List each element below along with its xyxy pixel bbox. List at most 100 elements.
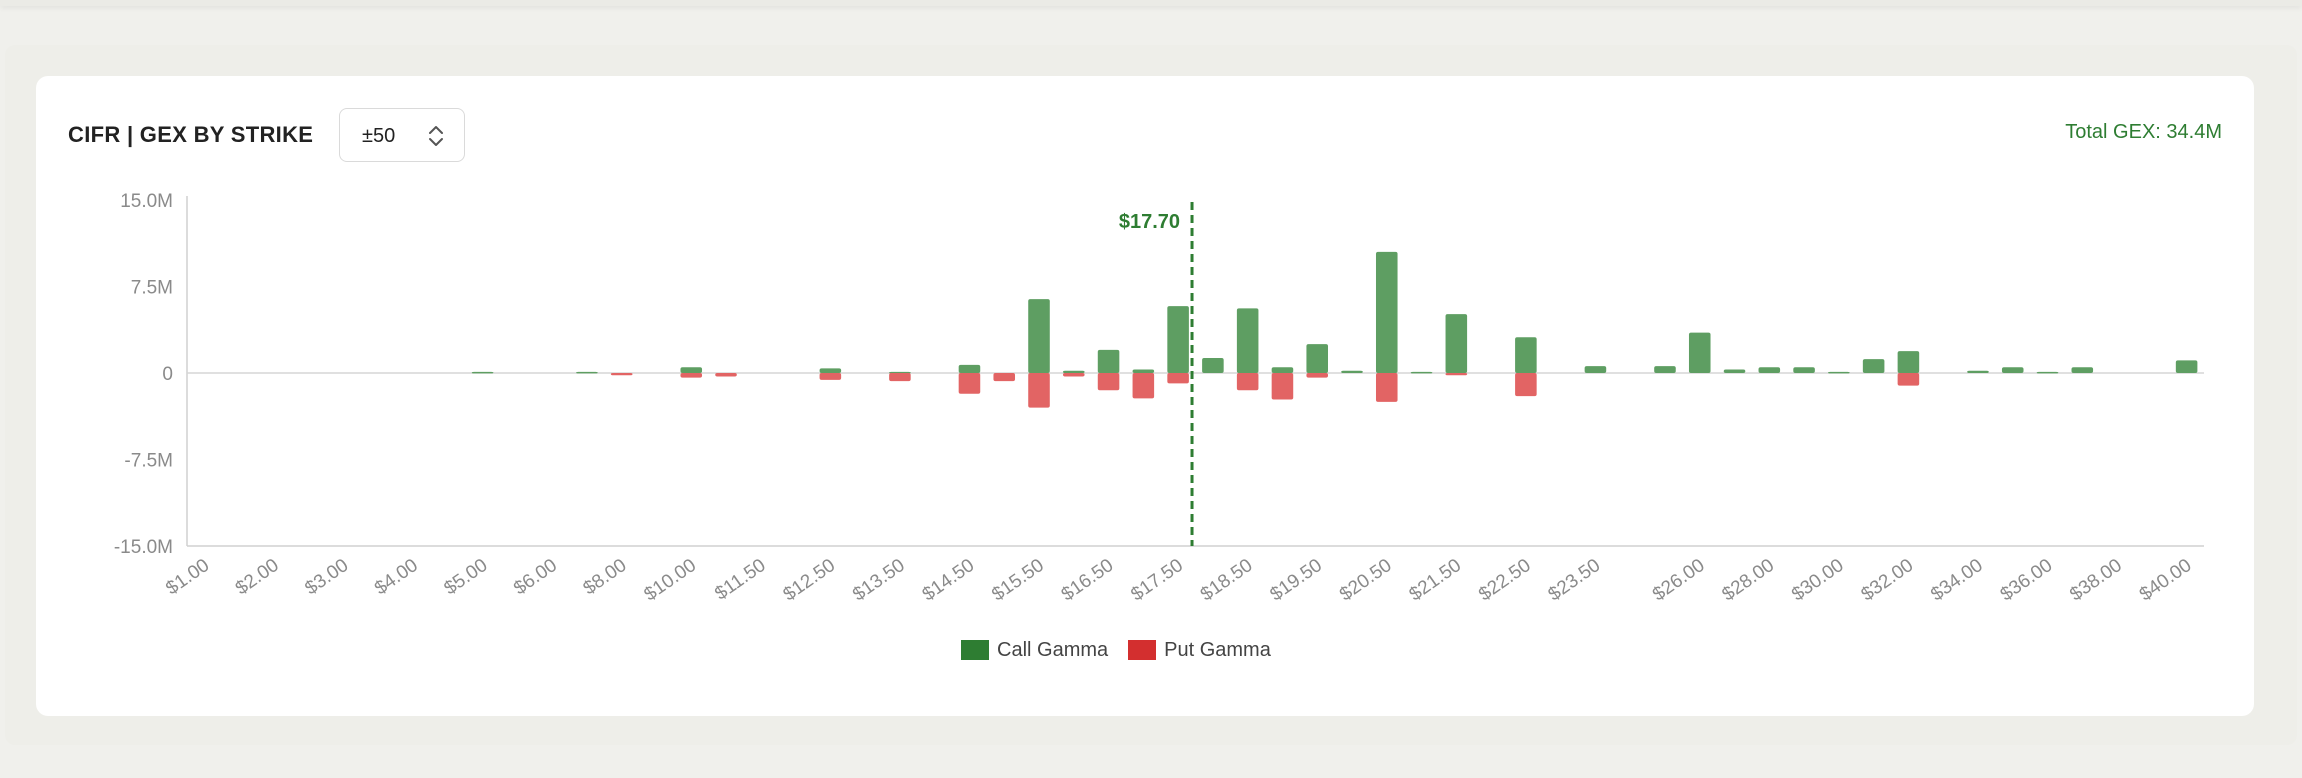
x-tick-label: $3.00 xyxy=(301,555,352,599)
call-gamma-bar xyxy=(471,371,494,374)
call-gamma-bar xyxy=(1515,337,1537,373)
x-tick-label: $18.50 xyxy=(1197,555,1257,606)
call-gamma-bar xyxy=(2001,367,2024,373)
put-gamma-bar xyxy=(1167,373,1189,384)
y-tick-label: -7.5M xyxy=(124,451,173,472)
x-tick-label: $26.00 xyxy=(1649,555,1709,606)
put-gamma-bar xyxy=(1897,373,1920,386)
put-gamma-bar xyxy=(1028,373,1050,408)
x-tick-label: $17.50 xyxy=(1127,555,1187,606)
call-gamma-bar xyxy=(958,364,981,373)
call-gamma-bar xyxy=(1445,314,1468,373)
x-tick-label: $1.00 xyxy=(162,555,213,599)
put-gamma-bar xyxy=(1375,373,1398,402)
call-gamma-bar xyxy=(1967,370,1989,373)
x-tick-label: $5.00 xyxy=(440,555,491,599)
chart-card: CIFR | GEX BY STRIKE ±50 Total GEX: 34.4… xyxy=(36,76,2254,716)
x-tick-label: $38.00 xyxy=(2066,555,2126,606)
chart-legend: Call Gamma Put Gamma xyxy=(961,638,1291,662)
x-tick-label: $14.50 xyxy=(919,555,979,606)
legend-call-label: Call Gamma xyxy=(997,638,1109,661)
call-swatch xyxy=(961,640,989,660)
put-gamma-bar xyxy=(1063,373,1085,377)
call-gamma-bar xyxy=(1132,369,1155,373)
call-gamma-bar xyxy=(1236,308,1259,373)
x-tick-label: $20.50 xyxy=(1336,555,1396,606)
call-gamma-bar xyxy=(1410,371,1433,374)
call-gamma-bar xyxy=(1862,359,1885,373)
call-gamma-bar xyxy=(889,371,911,374)
x-tick-label: $2.00 xyxy=(232,555,283,599)
call-gamma-bar xyxy=(1688,332,1711,373)
put-gamma-bar xyxy=(1132,373,1155,399)
put-gamma-bar xyxy=(1306,373,1328,378)
y-tick-label: 0 xyxy=(162,364,173,385)
put-gamma-bar xyxy=(1236,373,1259,391)
x-tick-label: $12.50 xyxy=(780,555,840,606)
call-gamma-bar xyxy=(1723,369,1746,373)
y-tick-label: 15.0M xyxy=(120,191,173,212)
x-tick-label: $4.00 xyxy=(371,555,422,599)
call-gamma-bar xyxy=(1375,251,1398,373)
x-tick-label: $28.00 xyxy=(1719,555,1779,606)
call-gamma-bar xyxy=(819,368,842,373)
top-strip xyxy=(0,0,2302,6)
x-tick-label: $10.00 xyxy=(640,555,700,606)
x-tick-label: $6.00 xyxy=(510,555,561,599)
gex-bar-chart: 15.0M 7.5M 0 -7.5M -15.0M$1.00 $2.00 $3.00 $4.0… xyxy=(114,191,2204,606)
x-tick-label: $40.00 xyxy=(2136,555,2196,606)
x-tick-label: $16.50 xyxy=(1058,555,1118,606)
x-tick-label: $22.50 xyxy=(1475,555,1535,606)
call-gamma-bar xyxy=(1341,370,1363,373)
total-gex: Total GEX: 34.4M xyxy=(2065,121,2222,143)
put-gamma-bar xyxy=(958,373,981,394)
put-gamma-bar xyxy=(715,373,737,377)
call-gamma-bar xyxy=(2036,371,2059,374)
put-gamma-bar xyxy=(680,373,703,378)
call-gamma-bar xyxy=(1654,366,1676,373)
call-gamma-bar xyxy=(1167,306,1189,373)
put-gamma-bar xyxy=(1097,373,1120,391)
call-gamma-bar xyxy=(1584,366,1607,373)
call-gamma-bar xyxy=(680,367,703,373)
call-gamma-bar xyxy=(1202,358,1224,373)
x-tick-label: $8.00 xyxy=(580,555,631,599)
put-gamma-bar xyxy=(610,373,633,376)
x-tick-label: $15.50 xyxy=(988,555,1048,606)
put-gamma-bar xyxy=(993,373,1016,382)
put-gamma-bar xyxy=(1445,373,1468,376)
put-gamma-bar xyxy=(819,373,842,380)
x-tick-label: $19.50 xyxy=(1266,555,1326,606)
legend-put-label: Put Gamma xyxy=(1164,638,1271,661)
call-gamma-bar xyxy=(2071,367,2094,373)
legend-item-call[interactable]: Call Gamma xyxy=(961,639,1108,662)
strike-range-select[interactable]: ±50 xyxy=(339,108,465,162)
put-gamma-bar xyxy=(1515,373,1537,397)
chevron-up-down-icon xyxy=(429,126,443,146)
call-gamma-bar xyxy=(1897,351,1920,373)
x-tick-label: $36.00 xyxy=(1997,555,2057,606)
call-gamma-bar xyxy=(2175,360,2198,373)
x-tick-label: $30.00 xyxy=(1788,555,1848,606)
x-tick-label: $13.50 xyxy=(849,555,909,606)
call-gamma-bar xyxy=(1063,370,1085,373)
put-swatch xyxy=(1128,640,1157,660)
x-tick-label: $21.50 xyxy=(1406,555,1466,606)
x-tick-label: $11.50 xyxy=(711,555,769,605)
x-tick-label: $34.00 xyxy=(1927,555,1987,606)
y-tick-label: 7.5M xyxy=(131,278,173,299)
x-tick-label: $23.50 xyxy=(1545,555,1605,606)
call-gamma-bar xyxy=(1828,371,1850,374)
put-gamma-bar xyxy=(1271,373,1294,400)
call-gamma-bar xyxy=(1028,299,1050,373)
y-tick-label: -15.0M xyxy=(114,537,173,558)
chart-title: CIFR | GEX BY STRIKE xyxy=(68,122,314,147)
call-gamma-bar xyxy=(1271,367,1294,373)
call-gamma-bar xyxy=(1793,367,1815,373)
strike-range-value: ±50 xyxy=(362,125,396,147)
spot-price-label: $17.70 xyxy=(1119,211,1180,233)
legend-item-put[interactable]: Put Gamma xyxy=(1128,639,1271,662)
put-gamma-bar xyxy=(889,373,911,382)
call-gamma-bar xyxy=(1097,349,1120,373)
x-tick-label: $32.00 xyxy=(1858,555,1918,606)
